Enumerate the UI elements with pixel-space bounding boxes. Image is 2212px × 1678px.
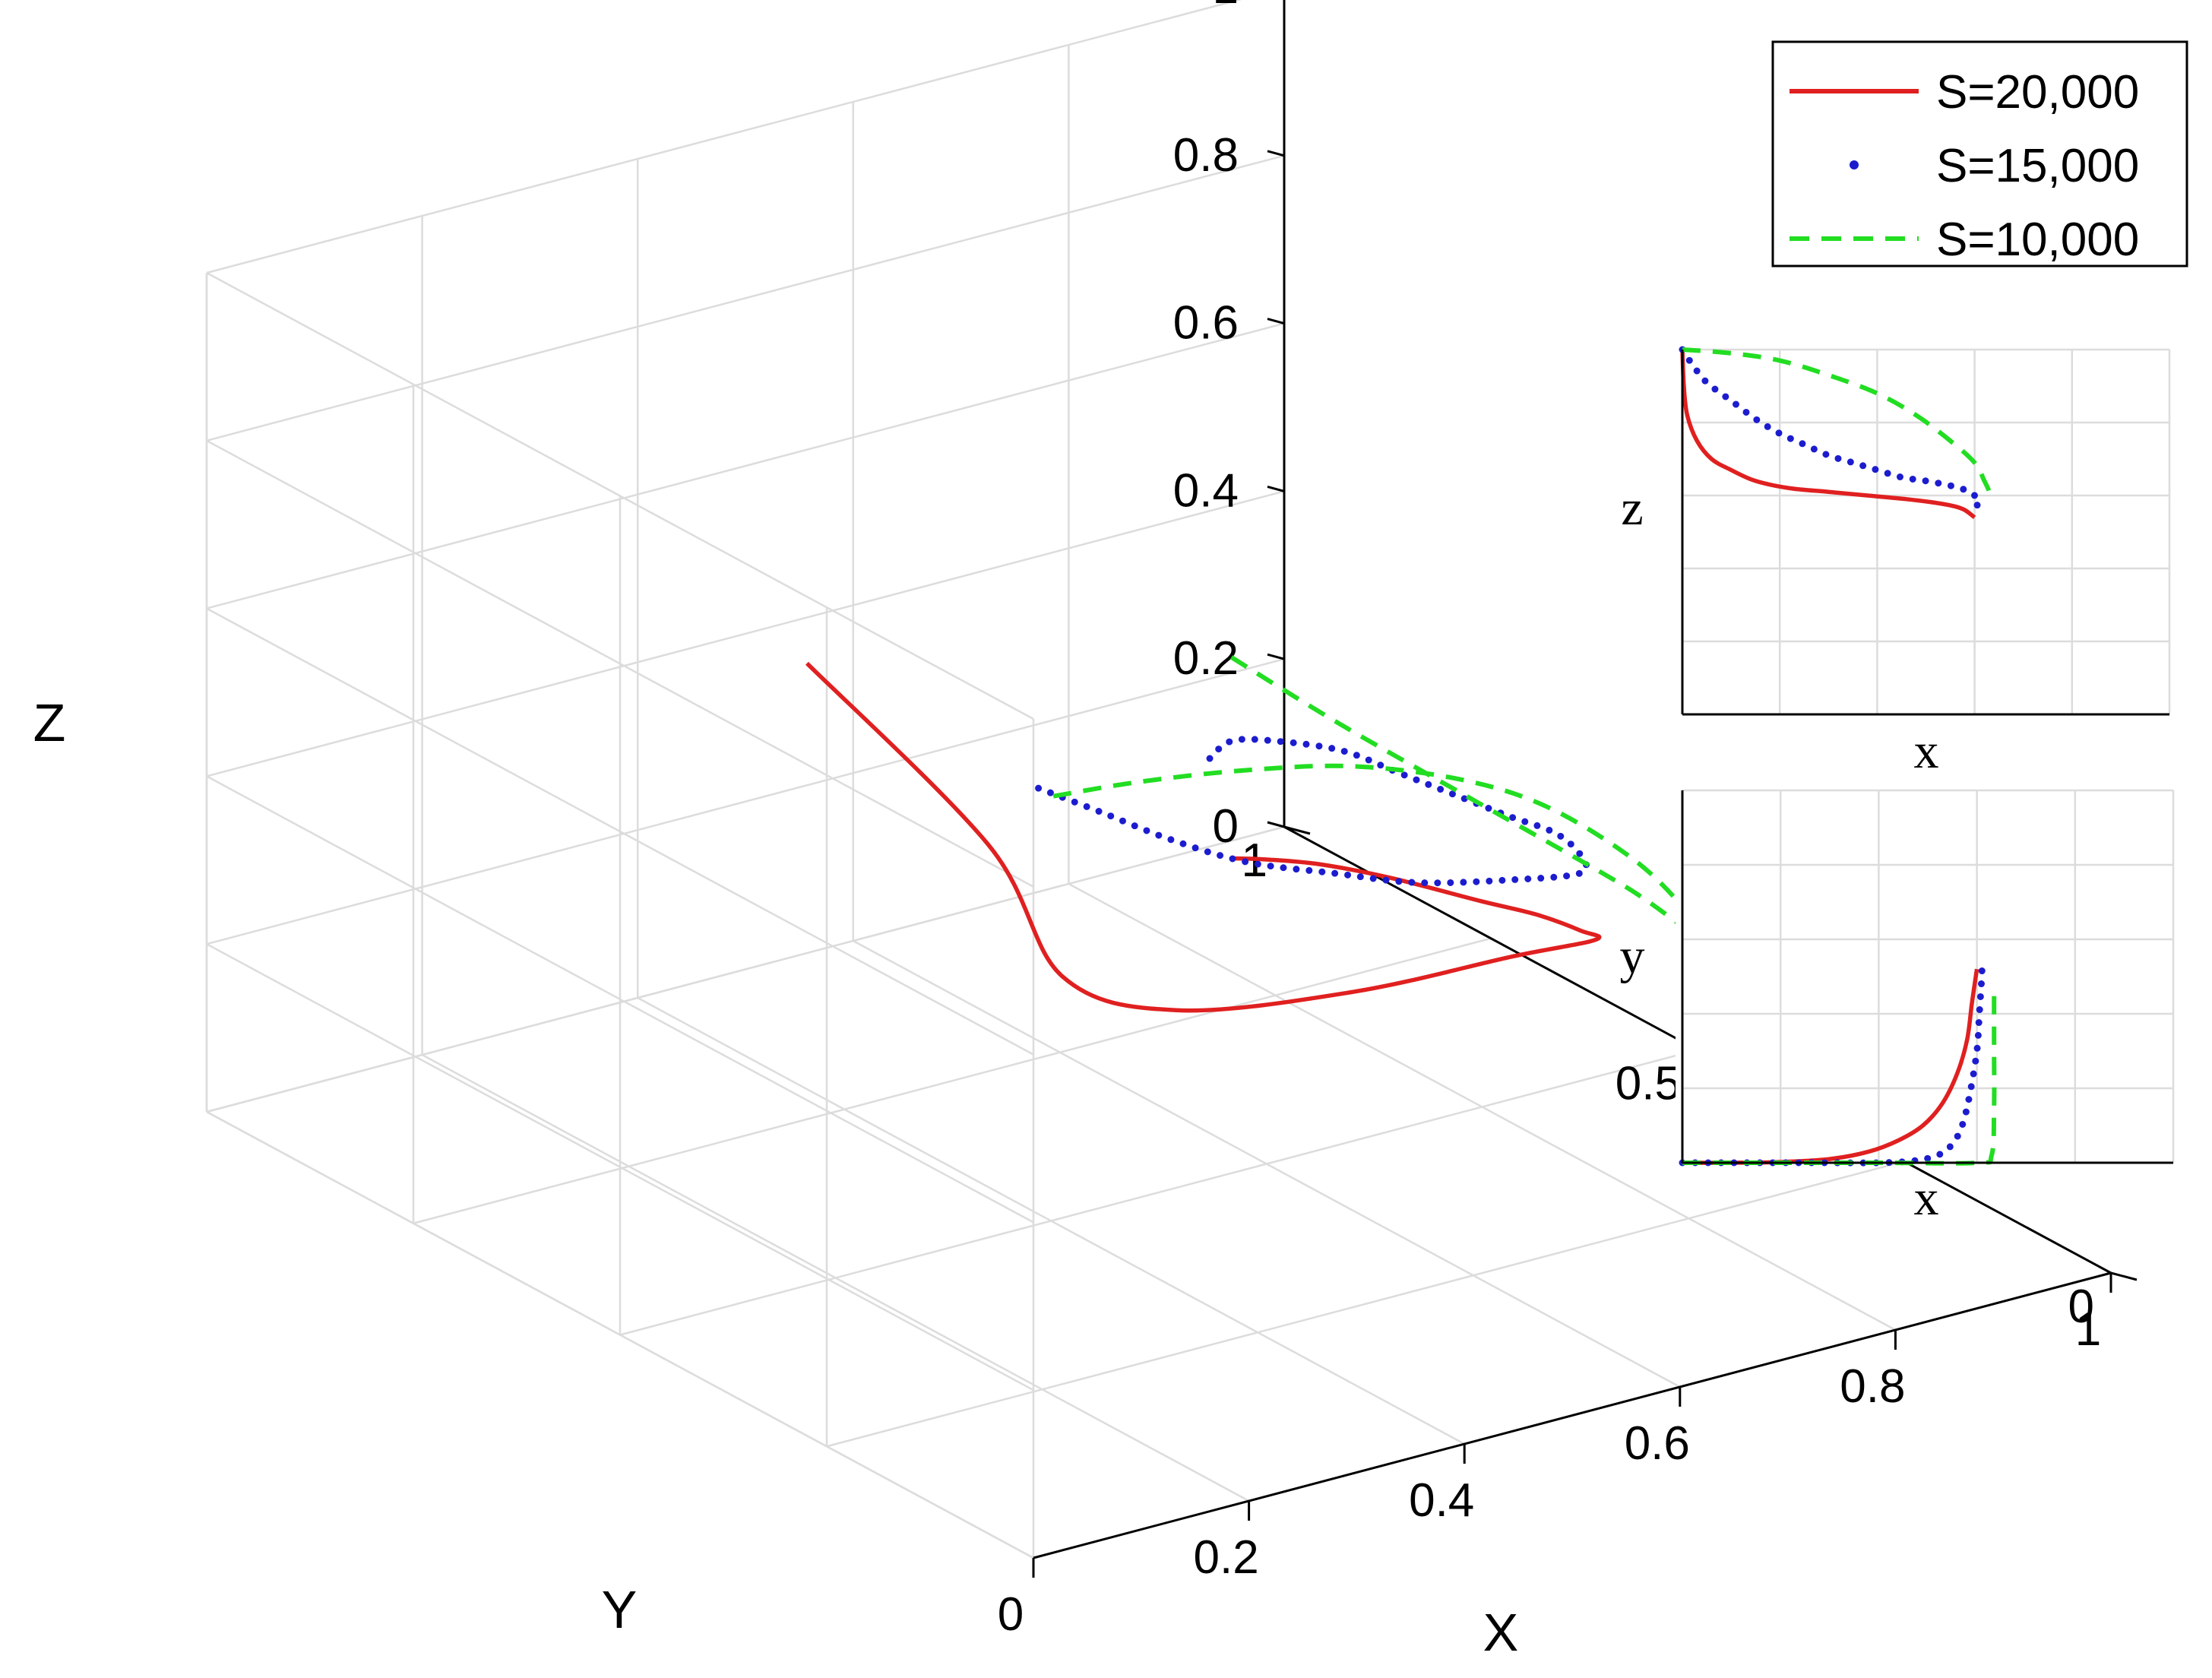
inset-xz: z x (1621, 346, 2171, 779)
wall-gridline (206, 943, 1034, 1391)
legend-label: S=15,000 (1936, 140, 2139, 192)
x-tick-label: 0.6 (1625, 1417, 1690, 1470)
floor-gridline (619, 1049, 1698, 1336)
inset-xz-series (1679, 346, 1992, 520)
wall-gridline (206, 154, 1285, 442)
wall-gridline (206, 775, 1034, 1224)
legend: S=20,000 S=15,000 S=10,000 (1771, 40, 2188, 268)
legend-label: S=10,000 (1936, 214, 2139, 266)
z-tick-label: 0.4 (1173, 464, 1239, 517)
floor-gridline (826, 1160, 1905, 1448)
z-tick-label: 0 (1213, 800, 1239, 853)
inset-series-line-2 (1679, 965, 1986, 1167)
z-tick-label: 0.8 (1173, 129, 1239, 182)
axis-labels: X Y Z (33, 693, 1519, 1662)
inset-xy-background (1676, 790, 2169, 1163)
z-tick-label: 0.6 (1173, 297, 1239, 350)
z-axis-label: Z (33, 693, 66, 752)
x-axis-line (1033, 1271, 2112, 1559)
inset-series-line-3 (1682, 347, 1992, 499)
wall-gridline (206, 1110, 1034, 1559)
wall-gridline (206, 0, 1242, 274)
x-tick-label: 0 (998, 1588, 1024, 1641)
wall-gridline (206, 490, 1285, 777)
z-tick-label: 0.2 (1173, 632, 1239, 685)
inset-xz-background (1676, 350, 2169, 714)
x-tick-label: 0.4 (1409, 1474, 1474, 1527)
legend-label: S=20,000 (1936, 66, 2139, 119)
z-tick-mark (1267, 653, 1285, 660)
inset-xy-ylabel: y (1620, 929, 1645, 984)
x-tick-label: 1 (2075, 1303, 2101, 1356)
inset-xy: y x (1620, 789, 2175, 1226)
y-tick-label: 0.5 (1615, 1058, 1681, 1110)
inset-xz-xlabel: x (1914, 723, 1939, 779)
x-tick-label: 0.2 (1193, 1531, 1258, 1584)
z-tick-mark (1267, 150, 1285, 157)
wall-gridline (206, 825, 1285, 1113)
wall-gridline (206, 657, 1285, 945)
legend-item: S=10,000 (1790, 214, 2139, 266)
y-axis-label: Y (602, 1580, 638, 1639)
wall-gridline (206, 607, 1034, 1056)
y-tick-mark (2110, 1271, 2138, 1281)
series-3d (805, 651, 1697, 1013)
floor-gridline (413, 937, 1492, 1224)
legend-box (1771, 40, 2188, 268)
series-3d-line-1 (805, 661, 1602, 1013)
x-axis-label: X (1483, 1603, 1519, 1662)
z-tick-mark (1267, 318, 1285, 325)
wall-gridline (206, 271, 1034, 720)
x-tick-label: 0.8 (1840, 1360, 1905, 1413)
legend-item: S=15,000 (1850, 140, 2139, 192)
inset-xy-xlabel: x (1914, 1170, 1939, 1226)
z-tick-mark (1267, 485, 1285, 492)
inset-xz-ylabel: z (1621, 480, 1643, 536)
y-tick-label: 0 (2068, 1281, 2094, 1333)
wall-gridline (206, 439, 1034, 888)
inset-series-line-1 (1680, 349, 1976, 520)
y-tick-mark (1283, 825, 1311, 835)
wall-gridline (206, 322, 1285, 609)
legend-marker (1850, 160, 1859, 169)
series-3d-line-3 (1052, 651, 1697, 932)
inset-series-line-2 (1679, 346, 1983, 514)
z-tick-mark (1267, 821, 1285, 828)
series-3d-line-2 (1035, 736, 1590, 887)
z-tick-label: 1 (1213, 0, 1239, 14)
legend-item: S=20,000 (1790, 66, 2139, 119)
